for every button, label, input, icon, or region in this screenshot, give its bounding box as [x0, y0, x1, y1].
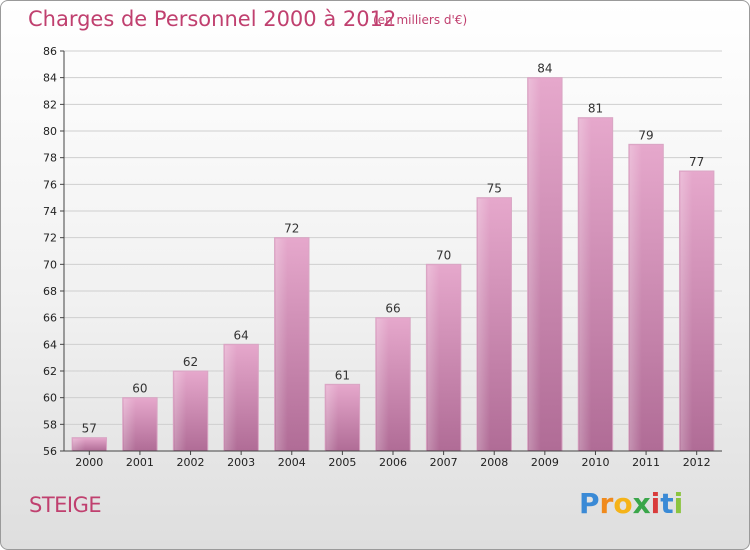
y-tick-label: 68 — [43, 285, 57, 298]
logo-letter: i — [673, 487, 684, 520]
y-tick-label: 60 — [43, 392, 57, 405]
x-tick-label-2007: 2007 — [430, 456, 458, 469]
chart-subtitle: (en milliers d'€) — [373, 13, 468, 27]
x-tick-label-2009: 2009 — [531, 456, 559, 469]
data-label-2007: 70 — [436, 248, 451, 262]
data-label-2011: 79 — [638, 128, 653, 142]
y-tick-label: 76 — [43, 178, 57, 191]
y-tick-label: 62 — [43, 365, 57, 378]
data-label-2002: 62 — [183, 355, 198, 369]
x-tick-label-2011: 2011 — [632, 456, 660, 469]
y-tick-label: 66 — [43, 312, 57, 325]
data-label-2005: 61 — [335, 368, 350, 382]
y-tick-label: 80 — [43, 125, 57, 138]
data-label-2004: 72 — [284, 222, 299, 236]
y-tick-label: 86 — [43, 45, 57, 58]
x-tick-label-2003: 2003 — [227, 456, 255, 469]
commune-name: STEIGE — [29, 493, 102, 517]
x-tick-label-2001: 2001 — [126, 456, 154, 469]
logo-letter: P — [579, 487, 600, 520]
data-label-2009: 84 — [537, 62, 552, 76]
logo-letter: r — [599, 487, 614, 520]
x-tick-label-2002: 2002 — [177, 456, 205, 469]
y-tick-label: 78 — [43, 152, 57, 165]
data-label-2003: 64 — [234, 328, 249, 342]
data-label-2008: 75 — [487, 182, 502, 196]
x-tick-label-2004: 2004 — [278, 456, 306, 469]
y-tick-label: 64 — [43, 338, 57, 351]
x-tick-label-2000: 2000 — [75, 456, 103, 469]
logo-letter: x — [632, 487, 651, 520]
x-tick-label-2008: 2008 — [480, 456, 508, 469]
y-tick-label: 56 — [43, 445, 57, 458]
data-label-2010: 81 — [588, 102, 603, 116]
data-label-2000: 57 — [82, 422, 97, 436]
y-tick-label: 74 — [43, 205, 57, 218]
logo-letter: i — [650, 487, 661, 520]
y-tick-label: 84 — [43, 72, 57, 85]
x-tick-label-2005: 2005 — [328, 456, 356, 469]
x-tick-label-2006: 2006 — [379, 456, 407, 469]
y-tick-label: 82 — [43, 98, 57, 111]
logo-letter: o — [613, 487, 633, 520]
proxiti-logo: Proxiti — [579, 487, 683, 520]
y-tick-label: 70 — [43, 258, 57, 271]
data-label-2001: 60 — [132, 382, 147, 396]
y-tick-label: 58 — [43, 418, 57, 431]
x-tick-label-2010: 2010 — [581, 456, 609, 469]
data-label-2006: 66 — [385, 302, 400, 316]
chart-title: Charges de Personnel 2000 à 2012 — [28, 7, 397, 31]
logo-letter: t — [660, 487, 674, 520]
data-label-2012: 77 — [689, 155, 704, 169]
y-tick-label: 72 — [43, 232, 57, 245]
x-tick-label-2012: 2012 — [683, 456, 711, 469]
